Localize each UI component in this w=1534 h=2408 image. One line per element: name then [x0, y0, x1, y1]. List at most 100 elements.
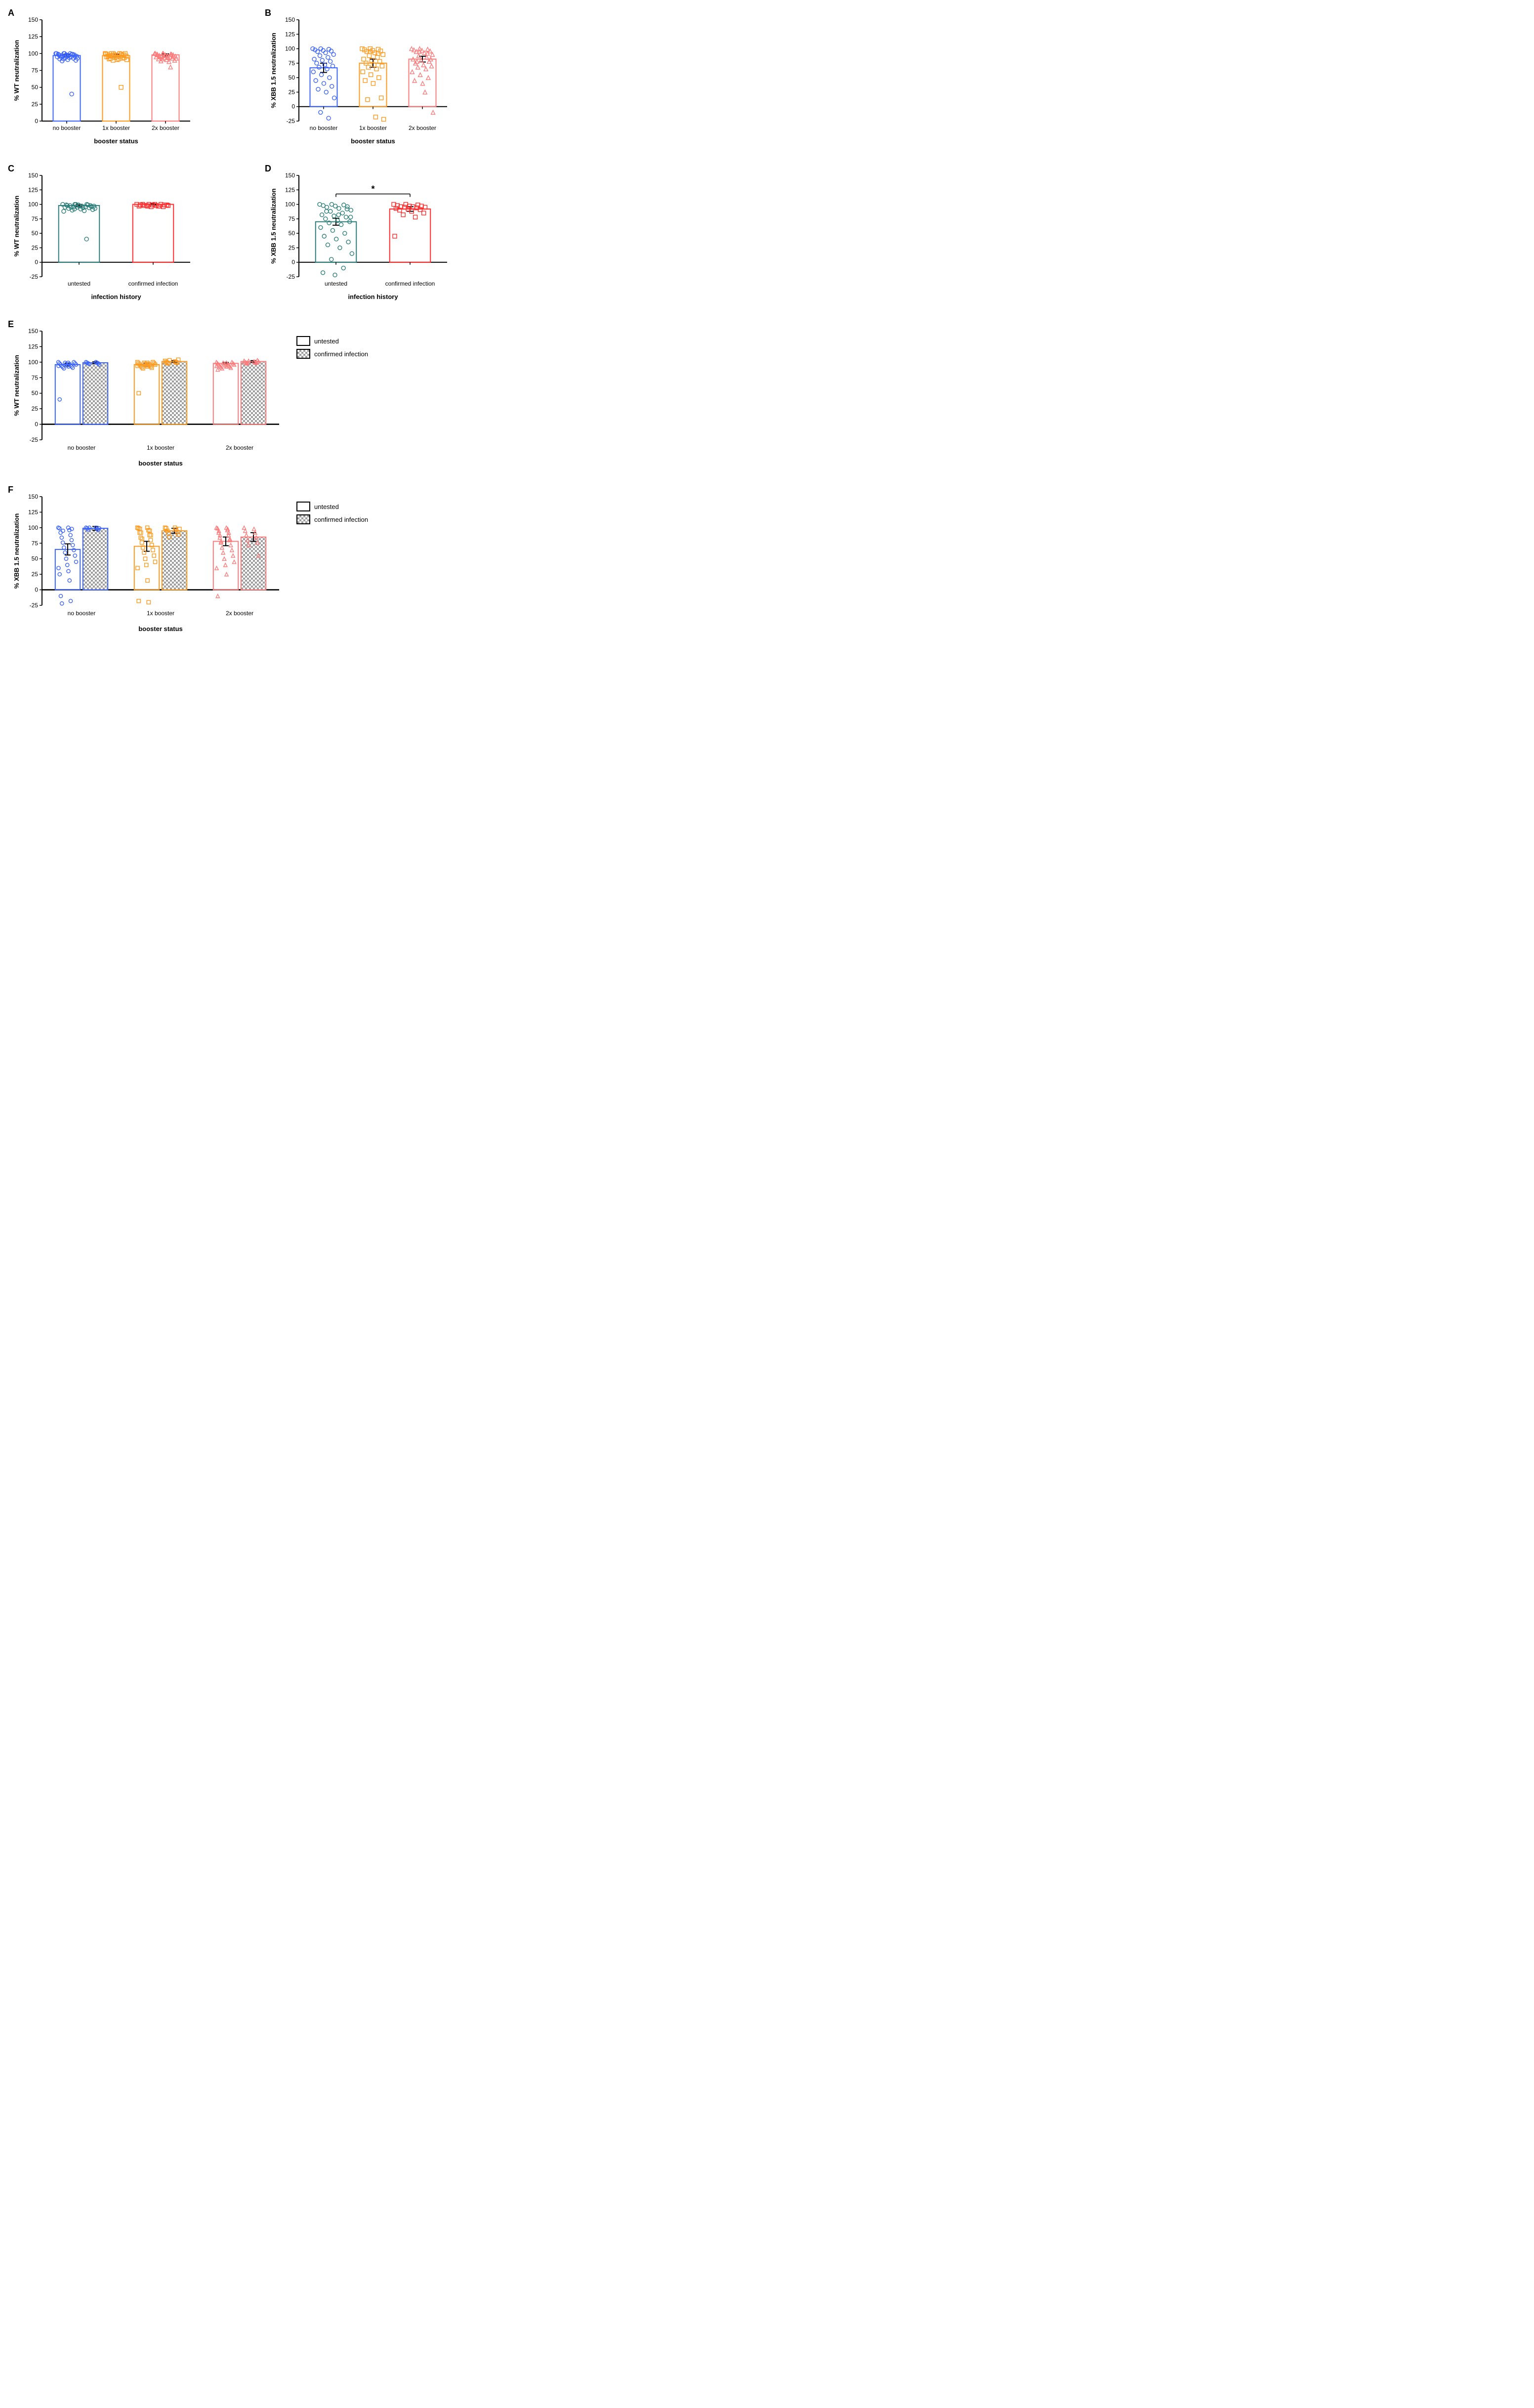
svg-text:1x booster: 1x booster [147, 610, 174, 617]
panel-label-F: F [8, 485, 13, 495]
svg-text:150: 150 [28, 16, 38, 23]
svg-text:0: 0 [35, 259, 38, 266]
svg-text:100: 100 [28, 201, 38, 208]
svg-text:100: 100 [28, 50, 38, 57]
panel-D: D -250255075100125150untestedconfirmed i… [267, 166, 504, 306]
svg-text:0: 0 [35, 587, 38, 593]
svg-text:75: 75 [32, 374, 39, 381]
svg-text:50: 50 [289, 230, 295, 237]
svg-text:125: 125 [285, 186, 295, 193]
svg-text:50: 50 [32, 555, 39, 562]
svg-text:booster status: booster status [94, 137, 138, 145]
svg-text:confirmed infection: confirmed infection [128, 280, 178, 287]
svg-text:150: 150 [285, 16, 295, 23]
svg-text:no booster: no booster [310, 125, 338, 131]
svg-text:150: 150 [285, 172, 295, 179]
svg-text:125: 125 [285, 31, 295, 38]
svg-text:-25: -25 [30, 602, 39, 609]
svg-text:75: 75 [32, 67, 39, 74]
svg-text:25: 25 [289, 88, 295, 95]
legend-F: untested confirmed infection [296, 502, 368, 527]
panel-label-D: D [265, 164, 271, 174]
svg-text:untested: untested [325, 280, 347, 287]
svg-text:50: 50 [32, 390, 39, 397]
chart-A: 0 25 50 75 100 125 150 no booster 1x booster 2x b… [10, 10, 198, 148]
chart-F: -250255075100125150no booster1x booster2… [10, 487, 287, 635]
panel-label-C: C [8, 164, 14, 174]
svg-text:2x booster: 2x booster [152, 125, 179, 131]
svg-text:2x booster: 2x booster [409, 125, 436, 131]
figure-grid: A 0 25 50 75 100 125 150 no booster 1x booster 2x… [10, 10, 504, 637]
svg-text:125: 125 [28, 343, 38, 350]
svg-text:0: 0 [35, 118, 38, 125]
svg-text:% XBB 1.5 neutralization: % XBB 1.5 neutralization [270, 33, 277, 108]
svg-text:infection history: infection history [348, 293, 398, 300]
svg-text:% XBB 1.5 neutralization: % XBB 1.5 neutralization [13, 513, 20, 589]
svg-text:1x booster: 1x booster [102, 125, 130, 131]
svg-text:% WT neutralization: % WT neutralization [13, 355, 20, 416]
panel-label-E: E [8, 319, 14, 330]
panel-B: B -25 0 25 50 75 100 125 150 no booster 1x booste… [267, 10, 504, 151]
panel-E: E -250255075100125150no booster1x booste… [10, 321, 504, 472]
legend-item: untested [296, 336, 368, 346]
svg-text:150: 150 [28, 493, 38, 500]
svg-text:0: 0 [291, 259, 295, 266]
legend-swatch-hatched-icon [296, 349, 310, 359]
svg-text:% XBB 1.5 neutralization: % XBB 1.5 neutralization [270, 188, 277, 263]
panel-A: A 0 25 50 75 100 125 150 no booster 1x booster 2x… [10, 10, 247, 151]
legend-swatch-hatched-icon [296, 514, 310, 524]
svg-text:25: 25 [32, 101, 39, 108]
legend-item: confirmed infection [296, 514, 368, 524]
svg-text:infection history: infection history [91, 293, 141, 300]
svg-text:25: 25 [289, 244, 295, 251]
svg-text:booster status: booster status [138, 460, 183, 467]
panel-F: F -250255075100125150no booster1x booste… [10, 487, 504, 637]
svg-text:*: * [371, 184, 374, 194]
panel-C: C -250255075100125150untestedconfirmed i… [10, 166, 247, 306]
svg-text:75: 75 [289, 60, 295, 67]
svg-text:125: 125 [28, 186, 38, 193]
svg-text:50: 50 [289, 74, 295, 81]
svg-text:100: 100 [285, 45, 295, 52]
panel-label-A: A [8, 8, 14, 18]
chart-B: -25 0 25 50 75 100 125 150 no booster 1x booster 2… [267, 10, 455, 148]
svg-text:booster status: booster status [138, 625, 183, 633]
svg-text:-25: -25 [287, 118, 295, 125]
svg-text:125: 125 [28, 508, 38, 515]
svg-text:2x booster: 2x booster [226, 444, 253, 451]
legend-E: untested confirmed infection [296, 336, 368, 362]
svg-text:100: 100 [28, 359, 38, 366]
svg-text:150: 150 [28, 172, 38, 179]
chart-E: -250255075100125150no booster1x booster2… [10, 321, 287, 469]
svg-text:2x booster: 2x booster [226, 610, 253, 617]
svg-text:confirmed infection: confirmed infection [385, 280, 435, 287]
chart-C: -250255075100125150untestedconfirmed inf… [10, 166, 198, 304]
svg-text:no booster: no booster [53, 125, 81, 131]
svg-text:no booster: no booster [68, 610, 96, 617]
svg-text:50: 50 [32, 84, 39, 91]
svg-text:125: 125 [28, 33, 38, 40]
svg-text:0: 0 [35, 421, 38, 428]
legend-item: confirmed infection [296, 349, 368, 359]
svg-text:-25: -25 [30, 436, 39, 443]
svg-text:0: 0 [291, 103, 295, 110]
svg-text:25: 25 [32, 244, 39, 251]
svg-text:1x booster: 1x booster [147, 444, 174, 451]
svg-text:untested: untested [68, 280, 90, 287]
svg-text:75: 75 [289, 215, 295, 222]
legend-label: confirmed infection [314, 516, 368, 523]
svg-text:1x booster: 1x booster [359, 125, 387, 131]
panel-label-B: B [265, 8, 271, 18]
legend-label: confirmed infection [314, 350, 368, 358]
svg-text:-25: -25 [287, 273, 295, 280]
svg-text:50: 50 [32, 230, 39, 237]
svg-text:100: 100 [28, 524, 38, 531]
svg-text:% WT neutralization: % WT neutralization [13, 196, 20, 257]
legend-label: untested [314, 338, 339, 345]
svg-text:150: 150 [28, 328, 38, 335]
svg-text:booster status: booster status [351, 137, 395, 145]
svg-text:no booster: no booster [68, 444, 96, 451]
legend-item: untested [296, 502, 368, 511]
legend-label: untested [314, 503, 339, 510]
svg-text:% WT neutralization: % WT neutralization [13, 40, 20, 101]
